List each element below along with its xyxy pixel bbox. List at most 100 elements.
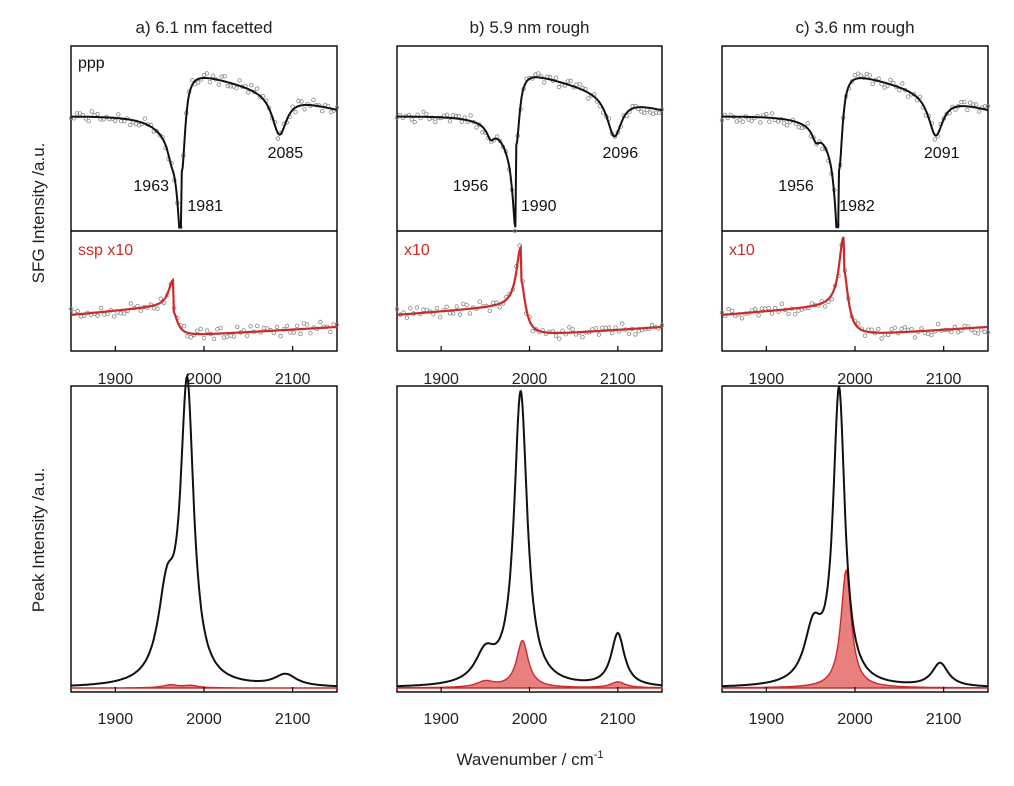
ssp-label: ssp x10 (78, 242, 133, 259)
ssp-data-point (912, 335, 918, 340)
ppp-data-point (781, 121, 787, 126)
ssp-data-point (580, 334, 585, 340)
ssp-data-point (786, 311, 791, 316)
ppp-data-point (758, 120, 763, 125)
ppp-data-point (565, 79, 570, 84)
panel-title: c) 3.6 nm rough (795, 18, 914, 37)
ppp-data-point (225, 83, 230, 89)
peak-black-line (70, 372, 337, 688)
x-tick-label-bottom: 2000 (837, 711, 873, 728)
x-tick-label-bottom: 2100 (275, 711, 311, 728)
ssp-data-point (935, 322, 941, 327)
ppp-data-point (249, 82, 254, 88)
ssp-data-point (557, 336, 562, 341)
x-axis-label: Wavenumber / cm-1 (456, 749, 603, 769)
x-axis-label-superscript: -1 (594, 749, 604, 761)
ssp-data-point (862, 333, 868, 338)
ssp-data-point (530, 328, 535, 334)
ppp-data-point (767, 119, 772, 124)
ssp-data-point (902, 325, 908, 330)
ppp-data-point (74, 111, 80, 116)
ppp-data-point (985, 103, 991, 109)
x-tick-label-top: 2000 (837, 371, 873, 388)
ssp-data-point (128, 301, 133, 306)
ssp-data-point (879, 336, 884, 341)
ppp-data-point (932, 137, 937, 142)
ssp-data-point (284, 323, 290, 329)
ssp-data-point (188, 335, 193, 340)
ssp-data-point (985, 330, 991, 335)
ppp-data-point (116, 112, 121, 117)
ppp-data-point (95, 111, 100, 117)
ssp-data-point (464, 302, 469, 308)
ppp-data-point (870, 81, 875, 86)
ppp-peak-label: 2096 (603, 145, 639, 162)
ppp-data-point (409, 117, 414, 122)
ppp-data-point (900, 81, 905, 86)
x-tick-label-top: 2000 (186, 371, 222, 388)
ppp-data-point (210, 73, 216, 78)
x-tick-label-top: 2100 (600, 371, 636, 388)
ssp-data-point (231, 334, 237, 339)
ppp-data-point (976, 109, 982, 114)
ssp-data-point (121, 311, 127, 316)
ssp-data-point (477, 299, 482, 304)
ppp-data-point (216, 82, 221, 87)
ssp-data-point (211, 336, 217, 341)
ssp-data-point (919, 326, 924, 331)
ssp-data-point (437, 315, 443, 320)
x-tick-label-bottom: 2100 (926, 711, 962, 728)
ppp-data-point (222, 74, 227, 79)
ssp-data-point (756, 313, 761, 318)
ssp-data-point (779, 301, 785, 306)
ssp-data-point (394, 306, 400, 312)
ppp-data-point (784, 123, 790, 128)
ppp-peak-label: 1963 (133, 178, 169, 195)
ssp-data-point (633, 332, 638, 337)
ppp-data-point (982, 104, 988, 109)
ppp-data-point (290, 104, 295, 109)
x-tick-label-top: 1900 (98, 371, 134, 388)
ssp-data-point (278, 333, 283, 339)
ppp-data-point (311, 97, 316, 103)
ssp-data-point (274, 324, 280, 330)
ssp-data-point (856, 321, 861, 326)
ssp-data-point (487, 308, 492, 313)
ssp-data-point (138, 308, 143, 313)
ssp-data-point (876, 326, 881, 332)
ssp-data-point (248, 324, 253, 329)
ssp-data-point (620, 321, 625, 326)
ppp-peak-label: 1981 (187, 198, 223, 215)
ppp-data-point (127, 122, 133, 128)
ppp-data-point (642, 110, 647, 115)
ssp-label: x10 (404, 242, 430, 259)
ssp-data-point (195, 328, 200, 333)
ppp-data-point (293, 109, 298, 115)
x-tick-label-top: 1900 (749, 371, 785, 388)
ppp-data-point (770, 111, 775, 116)
ppp-data-point (189, 77, 195, 83)
ppp-data-point (204, 71, 210, 76)
ppp-data-point (474, 125, 479, 130)
ssp-data-point (792, 312, 798, 317)
ssp-data-point (739, 316, 745, 321)
ssp-data-point (95, 313, 100, 318)
panel-0: a) 6.1 nm facetted ppp 1963 1981 2085 ssp x10… (68, 18, 340, 728)
ppp-data-point (653, 110, 659, 115)
y-axis-label-bottom: Peak Intensity /a.u. (29, 468, 48, 613)
ssp-data-point (567, 325, 572, 330)
ssp-data-point (205, 328, 210, 333)
ppp-peak-label: 2085 (268, 145, 304, 162)
ppp-data-point (459, 119, 464, 124)
ppp-data-point (867, 73, 872, 78)
ppp-data-point (805, 121, 810, 126)
ssp-data-point (434, 306, 439, 311)
ppp-data-point (480, 129, 485, 135)
ppp-data-point (302, 107, 307, 112)
ssp-data-point (298, 331, 303, 337)
ssp-data-point (404, 315, 410, 320)
ssp-data-point (626, 331, 632, 336)
x-tick-label-bottom: 2100 (600, 711, 636, 728)
ssp-data-point (304, 322, 310, 327)
ssp-data-point (899, 326, 904, 332)
